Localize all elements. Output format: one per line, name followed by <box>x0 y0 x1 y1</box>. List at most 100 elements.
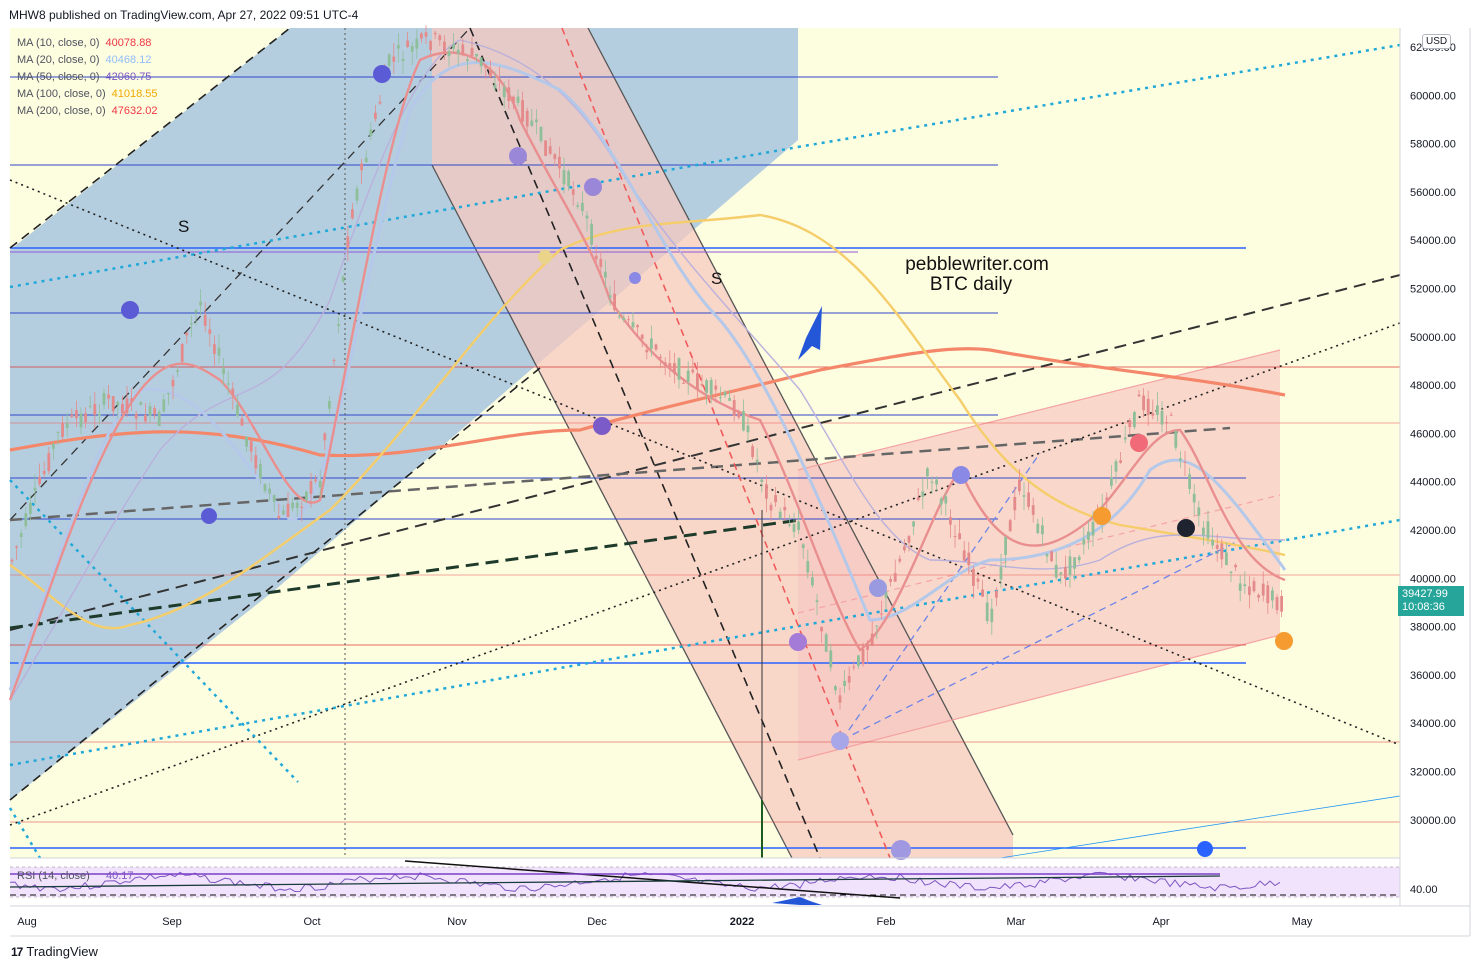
candle-body <box>921 491 925 497</box>
marker-purple <box>201 508 217 524</box>
candle-body <box>121 403 124 414</box>
candle-body <box>617 316 621 318</box>
candle-body <box>857 655 860 666</box>
candle-body <box>811 577 814 586</box>
candle-body <box>875 625 879 627</box>
candle-body <box>590 223 593 245</box>
candle-body <box>107 394 110 399</box>
candle-body <box>815 600 819 603</box>
candle-body <box>295 502 299 508</box>
tradingview-brand[interactable]: 17 TradingView <box>11 944 98 959</box>
candle-body <box>604 271 607 278</box>
candle-body <box>240 418 244 426</box>
candle-body <box>820 626 823 632</box>
marker-orange <box>1275 632 1293 650</box>
candle-body <box>38 476 41 485</box>
candle-body <box>134 414 138 419</box>
candle-body <box>949 517 952 525</box>
rsi-trendline <box>404 860 901 899</box>
candle-body <box>351 209 354 219</box>
candle-body <box>157 411 161 427</box>
candle-body <box>47 453 51 472</box>
time-tick-label: Sep <box>162 916 182 928</box>
candle-body <box>723 391 727 396</box>
candle-body <box>1050 551 1053 562</box>
candle-body <box>1008 520 1012 532</box>
thin-rising-line <box>999 795 1401 859</box>
candle-body <box>1123 437 1127 440</box>
marker-blue-small <box>629 272 641 284</box>
legend-ma200[interactable]: MA (200, close, 0) 47632.02 <box>17 105 158 117</box>
marker-purple <box>121 301 139 319</box>
candle-body <box>1234 564 1237 568</box>
candle-body <box>852 666 856 668</box>
legend-ma50[interactable]: MA (50, close, 0) 42060.75 <box>17 71 152 83</box>
marker-orange <box>1093 507 1111 525</box>
candle-body <box>1271 590 1274 601</box>
candle-body <box>29 502 32 514</box>
candle-body <box>912 521 915 527</box>
candle-body <box>576 205 580 207</box>
candle-body <box>1192 493 1196 503</box>
candle-body <box>19 533 23 538</box>
currency-button[interactable]: USD <box>1422 34 1452 49</box>
red-dashed-trendline <box>561 27 891 859</box>
candle-body <box>866 644 869 650</box>
candle-body <box>226 383 230 385</box>
publisher-line: MHW8 published on TradingView.com, Apr 2… <box>9 8 359 22</box>
falling-channel-lower-line <box>431 164 793 859</box>
candle-body <box>861 648 865 665</box>
price-tick-label: 54000.00 <box>1410 235 1456 247</box>
candle-body <box>429 40 432 50</box>
rising-channel-lower-line <box>797 634 1281 761</box>
legend-ma20[interactable]: MA (20, close, 0) 40468.12 <box>17 54 152 66</box>
pivot-markers <box>121 65 1293 860</box>
marker-black <box>1177 519 1195 537</box>
candle-body <box>236 404 239 416</box>
candle-body <box>654 344 658 350</box>
candle-body <box>438 35 442 41</box>
candle-body <box>125 398 129 414</box>
candle-body <box>636 325 639 328</box>
candle-body <box>337 324 340 326</box>
price-tick-label: 38000.00 <box>1410 622 1456 634</box>
candle-body <box>581 202 584 212</box>
candle-body <box>98 414 101 416</box>
marker-purple <box>373 65 391 83</box>
time-tick-label: Aug <box>17 916 37 928</box>
candle-body <box>1068 556 1072 576</box>
candle-body <box>645 349 649 353</box>
candle-body <box>1183 461 1187 463</box>
candle-body <box>305 491 308 501</box>
candle-body <box>144 414 147 422</box>
candle-body <box>470 48 474 56</box>
candle-body <box>1082 539 1086 545</box>
candle-body <box>627 319 630 321</box>
candle-body <box>903 546 906 551</box>
candle-body <box>663 362 667 366</box>
candle-body <box>585 215 589 219</box>
candle-body <box>1229 571 1233 574</box>
price-tick-label: 40000.00 <box>1410 573 1456 585</box>
candle-body <box>42 471 46 474</box>
candle-body <box>286 503 290 518</box>
legend-ma100[interactable]: MA (100, close, 0) 41018.55 <box>17 88 158 100</box>
candle-body <box>162 399 166 412</box>
candle-body <box>751 446 754 458</box>
candle-body <box>916 497 920 501</box>
candle-body <box>374 112 377 119</box>
candle-body <box>249 441 253 452</box>
legend-ma10[interactable]: MA (10, close, 0) 40078.88 <box>17 37 152 49</box>
candle-body <box>608 295 612 298</box>
candle-body <box>493 84 497 89</box>
candle-body <box>1261 583 1265 596</box>
candle-body <box>824 634 828 652</box>
candle-body <box>972 568 975 586</box>
candle-body <box>93 404 97 415</box>
candle-body <box>801 544 805 549</box>
candle-body <box>1197 507 1201 516</box>
candle-body <box>1036 523 1040 534</box>
candle-body <box>1128 420 1132 428</box>
marker-lilac <box>891 840 911 860</box>
candle-body <box>682 382 685 384</box>
